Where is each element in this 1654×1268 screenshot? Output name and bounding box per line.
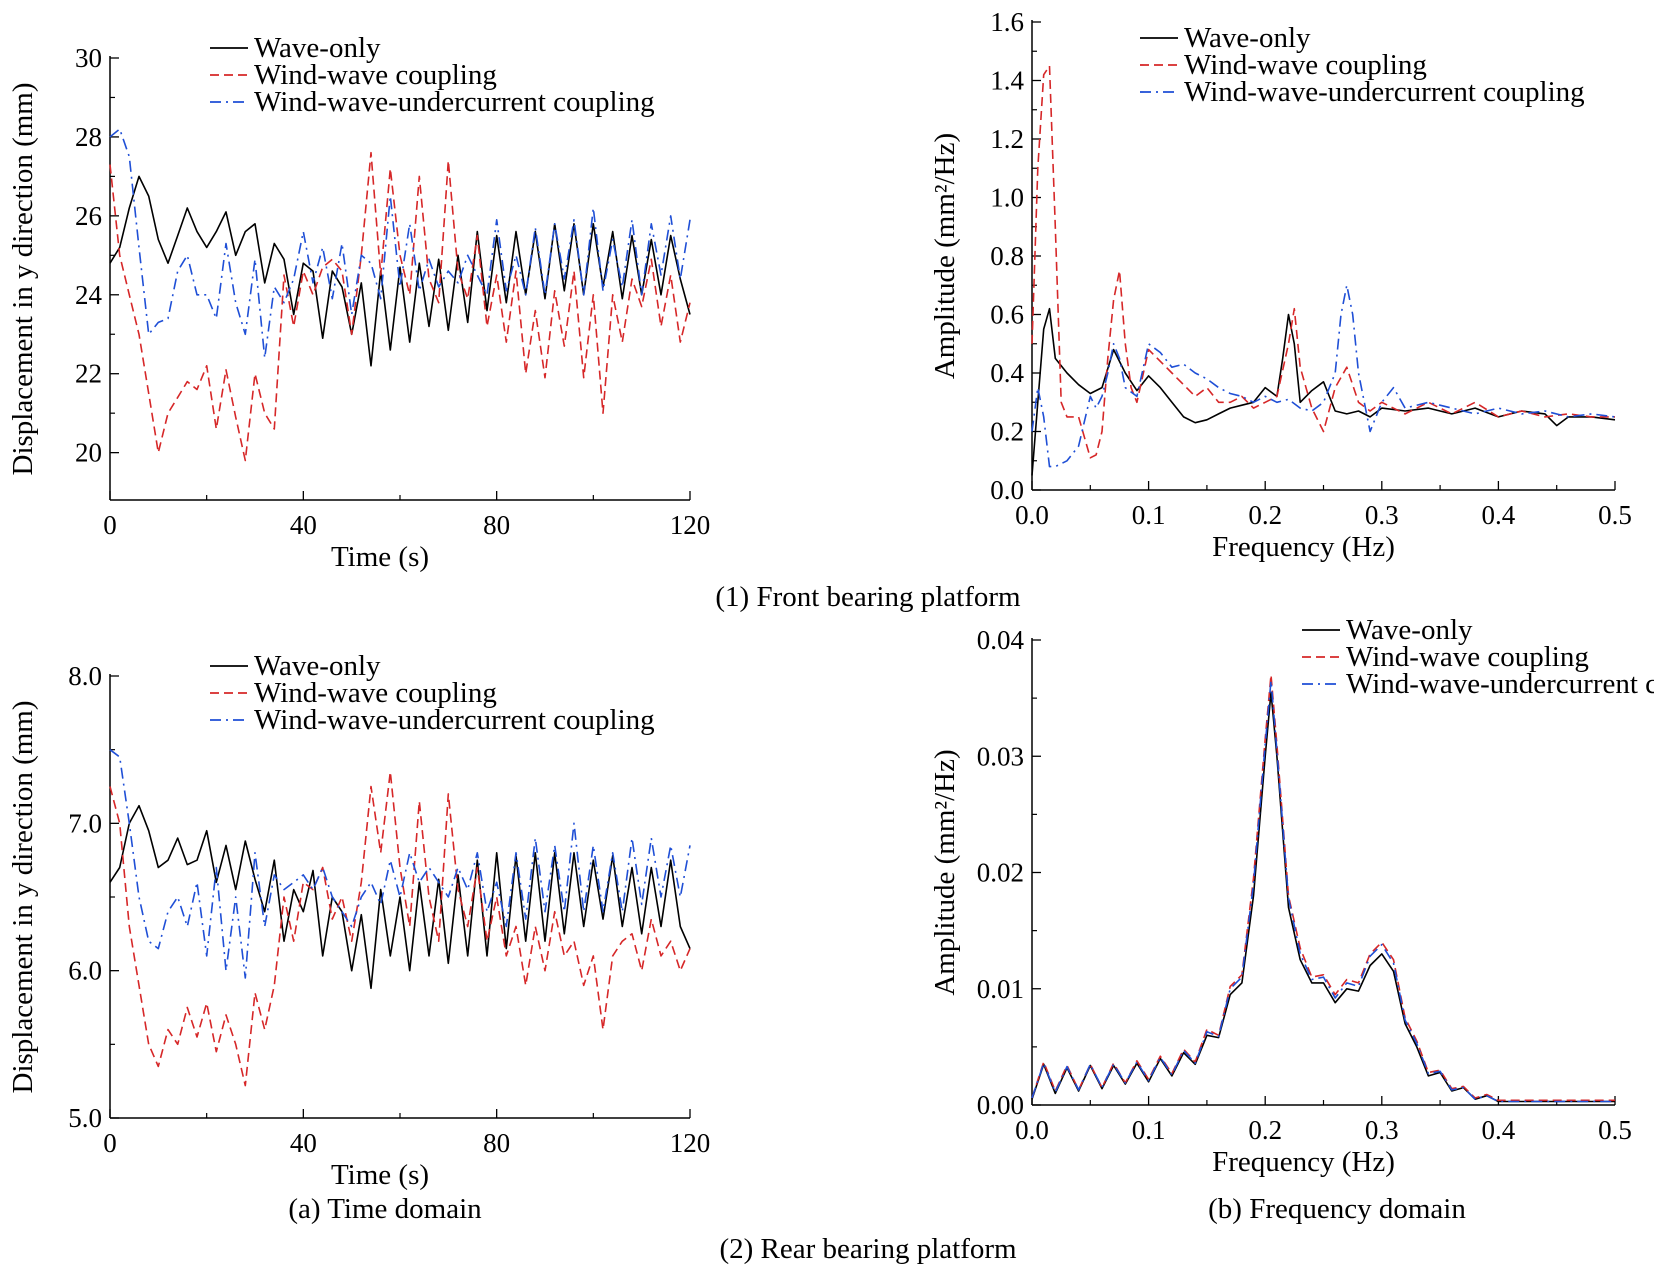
y-tick-label: 8.0 <box>68 661 102 691</box>
x-tick-label: 0.4 <box>1482 1115 1516 1145</box>
y-tick-label: 24 <box>75 280 103 310</box>
x-axis-label: Frequency (Hz) <box>1212 531 1395 563</box>
x-axis-label: Time (s) <box>331 1159 429 1191</box>
y-axis-label: Displacement in y direction (mm) <box>7 700 39 1093</box>
x-tick-label: 0.0 <box>1015 1115 1049 1145</box>
legend-entry: Wind-wave-undercurrent coupling <box>254 704 655 736</box>
caption-freq: (b) Frequency domain <box>1208 1193 1466 1225</box>
series-line-wave-only <box>1031 691 1615 1103</box>
x-tick-label: 80 <box>483 510 510 540</box>
y-tick-label: 0.00 <box>977 1090 1024 1120</box>
y-tick-label: 0.8 <box>990 241 1024 271</box>
y-tick-label: 1.0 <box>990 183 1024 213</box>
legend-entry: Wind-wave coupling <box>254 677 497 709</box>
x-tick-label: 0.2 <box>1248 1115 1282 1145</box>
y-tick-label: 26 <box>75 201 102 231</box>
y-tick-label: 0.6 <box>990 300 1024 330</box>
legend-entry: Wave-only <box>254 650 381 682</box>
y-tick-label: 0.0 <box>990 475 1024 505</box>
series-line-wind-wave-undercurrent-coupling <box>1031 284 1616 468</box>
legend-entry: Wave-only <box>1346 614 1473 646</box>
y-tick-label: 0.2 <box>990 417 1024 447</box>
x-tick-label: 0 <box>103 1128 117 1158</box>
chart-front-time: 0 40 80 120 20 22 24 26 28 30 Time (s) Displacement… <box>7 32 710 573</box>
legend-entry: Wind-wave coupling <box>1184 49 1427 81</box>
series-line-wave-only <box>109 804 691 990</box>
y-tick-label: 0.03 <box>977 741 1024 771</box>
legend-entry: Wave-only <box>254 32 381 64</box>
y-tick-label: 1.2 <box>990 124 1024 154</box>
y-tick-label: 6.0 <box>68 956 102 986</box>
x-tick-label: 0.1 <box>1132 500 1166 530</box>
x-tick-label: 0.5 <box>1598 500 1632 530</box>
y-axis-label: Amplitude (mm²/Hz) <box>929 749 961 995</box>
x-tick-label: 0.2 <box>1248 500 1282 530</box>
caption-rear: (2) Rear bearing platform <box>719 1233 1017 1265</box>
x-axis-label: Frequency (Hz) <box>1212 1146 1395 1178</box>
y-tick-label: 0.02 <box>977 858 1024 888</box>
y-tick-label: 1.6 <box>990 7 1024 37</box>
legend-entry: Wind-wave-undercurrent coupling <box>1346 668 1654 700</box>
series-line-wave-only <box>1031 307 1616 476</box>
series-line-wind-wave-coupling <box>109 770 691 1087</box>
x-tick-label: 40 <box>290 1128 317 1158</box>
x-tick-label: 0.0 <box>1015 500 1049 530</box>
legend-entry: Wind-wave-undercurrent coupling <box>254 86 655 118</box>
series-line-wave-only <box>109 175 691 367</box>
chart-rear-time: 0 40 80 120 5.0 6.0 7.0 8.0 Time (s) Displacement… <box>7 650 710 1191</box>
x-tick-label: 0.4 <box>1482 500 1516 530</box>
series-line-wind-wave-coupling <box>109 151 691 462</box>
chart-front-freq: 0.0 0.1 0.2 0.3 0.4 0.5 0.0 0.2 0.4 0.6 0.8 1.0 1.2 1… <box>929 7 1632 563</box>
x-tick-label: 0.5 <box>1598 1115 1632 1145</box>
y-tick-label: 30 <box>75 43 102 73</box>
x-tick-label: 120 <box>670 510 711 540</box>
y-tick-label: 28 <box>75 122 102 152</box>
legend-entry: Wind-wave coupling <box>254 59 497 91</box>
x-tick-label: 0.3 <box>1365 1115 1399 1145</box>
x-tick-label: 40 <box>290 510 317 540</box>
series-line-wind-wave-coupling <box>1031 674 1615 1102</box>
y-tick-label: 22 <box>75 359 102 389</box>
legend-entry: Wind-wave-undercurrent coupling <box>1184 76 1585 108</box>
y-tick-label: 5.0 <box>68 1103 102 1133</box>
caption-time: (a) Time domain <box>288 1193 482 1225</box>
x-tick-label: 0.1 <box>1132 1115 1166 1145</box>
series-line-wind-wave-coupling <box>1031 65 1615 459</box>
y-axis-label: Amplitude (mm²/Hz) <box>929 133 961 379</box>
caption-front: (1) Front bearing platform <box>715 581 1021 613</box>
y-tick-label: 0.4 <box>990 358 1024 388</box>
y-tick-label: 0.04 <box>977 625 1025 655</box>
legend-entry: Wave-only <box>1184 22 1311 54</box>
x-axis-label: Time (s) <box>331 541 429 573</box>
y-tick-label: 1.4 <box>990 66 1024 96</box>
chart-rear-freq: 0.0 0.1 0.2 0.3 0.4 0.5 0.00 0.01 0.02 0.03 0.04 Fr… <box>929 614 1654 1178</box>
series-line-wind-wave-undercurrent-coupling <box>109 749 691 979</box>
x-tick-label: 0.3 <box>1365 500 1399 530</box>
x-tick-label: 120 <box>670 1128 711 1158</box>
y-tick-label: 0.01 <box>977 974 1024 1004</box>
legend-entry: Wind-wave coupling <box>1346 641 1589 673</box>
y-axis-label: Displacement in y direction (mm) <box>7 82 39 475</box>
x-tick-label: 0 <box>103 510 117 540</box>
y-tick-label: 20 <box>75 438 102 468</box>
y-tick-label: 7.0 <box>68 808 102 838</box>
x-tick-label: 80 <box>483 1128 510 1158</box>
series-line-wind-wave-undercurrent-coupling <box>109 128 691 359</box>
series-line-wind-wave-undercurrent-coupling <box>1031 679 1615 1103</box>
